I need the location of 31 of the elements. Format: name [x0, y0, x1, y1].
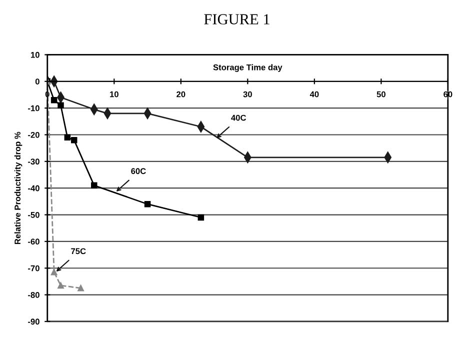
x-tick-label: 10 [110, 91, 118, 98]
point [58, 102, 64, 109]
y-tick-label: -60 [28, 238, 40, 245]
point [64, 134, 71, 141]
x-tick-label: 20 [176, 91, 186, 98]
y-tick-label: 10 [31, 52, 40, 58]
y-axis-title: Relative Productivity drop % [14, 132, 22, 244]
point [70, 136, 78, 144]
point [91, 182, 98, 189]
y-tick-label: -70 [28, 265, 40, 272]
x-tick-label: 30 [243, 91, 252, 98]
point [50, 269, 58, 276]
point [58, 282, 64, 289]
y-tick-label: -80 [28, 292, 40, 298]
annotation: 40C [231, 114, 246, 121]
y-tick-label: -30 [28, 158, 40, 165]
point [144, 200, 151, 208]
y-tick-label: -10 [28, 105, 40, 112]
x-tick-label: 40 [310, 91, 319, 98]
y-tick-label: -50 [28, 212, 40, 218]
point [198, 214, 204, 221]
y-tick-label: 0 [35, 78, 40, 84]
y-tick-label: -40 [28, 185, 40, 192]
chart-title: FIGURE 1 [204, 14, 270, 24]
x-tick-label: 50 [376, 91, 386, 98]
y-tick-label: -90 [28, 318, 40, 325]
x-axis-title: Storage Time day [213, 64, 282, 72]
annotation: 60C [131, 168, 146, 174]
point [50, 96, 58, 104]
annotation: 75C [71, 248, 86, 254]
y-tick-label: -20 [28, 132, 40, 138]
